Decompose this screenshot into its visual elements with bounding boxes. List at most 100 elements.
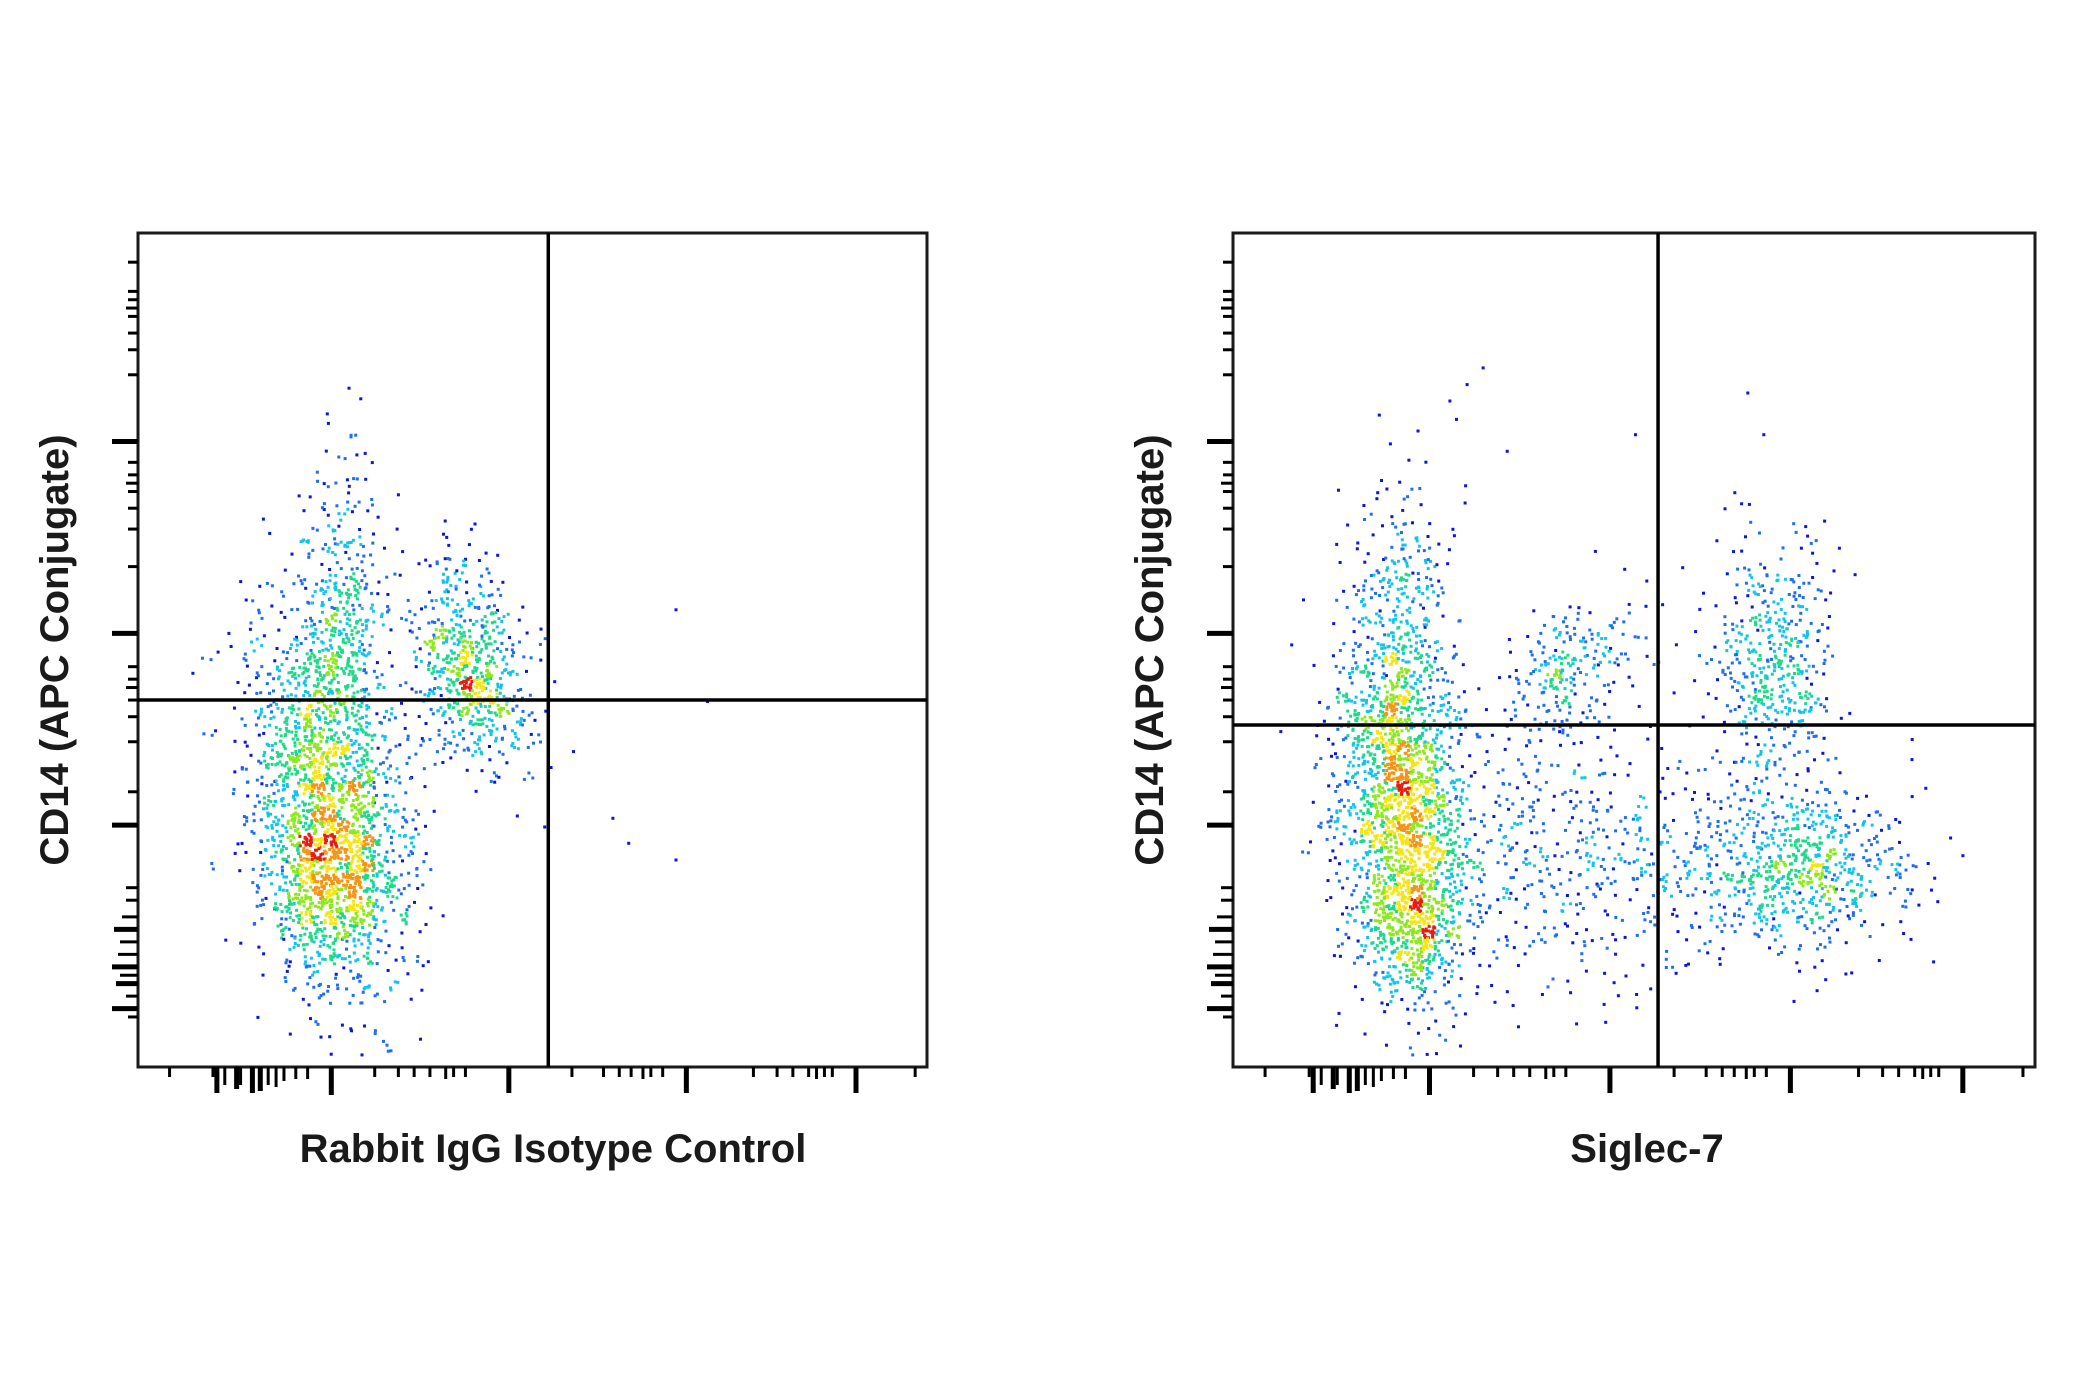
event-dot [347, 557, 351, 561]
event-dot [334, 814, 338, 818]
event-dot [1418, 896, 1422, 900]
event-dot [340, 785, 344, 789]
event-dot [1431, 791, 1435, 795]
event-dot [287, 927, 291, 931]
event-dot [337, 654, 341, 658]
event-dot [318, 961, 322, 965]
event-dot [1411, 759, 1415, 763]
event-dot [336, 915, 340, 919]
event-dot [1415, 641, 1418, 645]
event-dot [336, 665, 340, 669]
event-dot [295, 869, 299, 873]
event-dot [261, 973, 265, 977]
event-dot [311, 901, 314, 905]
event-dot [1410, 853, 1414, 857]
event-dot [480, 574, 484, 578]
event-dot [1354, 641, 1358, 645]
event-dot [1357, 735, 1361, 739]
event-dot [397, 775, 401, 779]
event-dot [466, 651, 470, 654]
event-dot [397, 888, 401, 892]
event-dot [323, 861, 327, 865]
event-dot [308, 765, 312, 769]
event-dot [539, 740, 542, 744]
event-dot [357, 880, 361, 884]
event-dot [1381, 737, 1385, 741]
event-dot [403, 818, 407, 822]
event-dot [340, 648, 344, 652]
event-dot [452, 683, 456, 687]
event-dot [292, 945, 296, 949]
event-dot [295, 713, 299, 717]
event-dot [346, 661, 350, 665]
event-dot [1418, 824, 1422, 828]
event-dot [385, 850, 389, 854]
event-dot [361, 844, 365, 848]
event-dot [1408, 770, 1411, 774]
event-dot [294, 676, 298, 680]
event-dot [290, 883, 294, 886]
event-dot [277, 675, 281, 679]
event-dot [382, 772, 386, 776]
event-dot [339, 909, 343, 913]
event-dot [356, 728, 360, 732]
event-dot [251, 599, 255, 603]
event-dot [1421, 731, 1425, 735]
event-dot [1438, 965, 1442, 969]
event-dot [309, 871, 312, 875]
event-dot [458, 578, 462, 581]
event-dot [1420, 698, 1424, 702]
event-dot [1350, 840, 1354, 844]
event-dot [1423, 707, 1427, 710]
event-dot [1393, 901, 1397, 905]
event-dot [1360, 738, 1364, 742]
event-dot [367, 939, 371, 943]
event-dot [511, 643, 515, 647]
event-dot [1392, 823, 1396, 826]
event-dot [417, 627, 421, 630]
event-dot [260, 665, 264, 669]
event-dot [410, 630, 414, 634]
event-dot [1383, 831, 1387, 835]
event-dot [351, 908, 355, 912]
event-dot [345, 636, 349, 640]
event-dot [389, 988, 393, 992]
event-dot [332, 742, 336, 746]
event-dot [345, 600, 349, 604]
event-dot [360, 643, 364, 647]
event-dot [1393, 658, 1397, 662]
event-dot [315, 661, 319, 665]
event-dot [328, 858, 332, 861]
event-dot [256, 674, 260, 678]
plot-frame [136, 231, 929, 1069]
event-dot [1388, 772, 1391, 776]
event-dot [332, 786, 335, 790]
event-dot [450, 657, 454, 661]
event-dot [441, 713, 445, 717]
event-dot [1394, 851, 1398, 855]
event-dot [351, 538, 355, 542]
event-dot [464, 564, 467, 568]
event-dot [247, 683, 251, 687]
event-dot [359, 885, 363, 889]
event-dot [1379, 907, 1383, 911]
event-dot [1364, 831, 1368, 835]
event-dot [1388, 732, 1392, 736]
event-dot [341, 872, 345, 876]
event-dot [317, 996, 321, 1000]
event-dot [353, 584, 356, 588]
event-dot [319, 783, 323, 787]
event-dot [1341, 912, 1344, 916]
event-dot [1396, 532, 1400, 536]
event-dot [1422, 863, 1426, 867]
event-dot [1379, 736, 1383, 740]
event-dot [1385, 797, 1388, 801]
event-dot [529, 732, 533, 736]
event-dot [1412, 822, 1416, 826]
event-dot [434, 599, 438, 602]
event-dot [476, 742, 480, 746]
event-dot [1433, 846, 1436, 850]
event-dot [330, 900, 333, 904]
event-dot [338, 647, 342, 651]
event-dot [303, 932, 307, 936]
